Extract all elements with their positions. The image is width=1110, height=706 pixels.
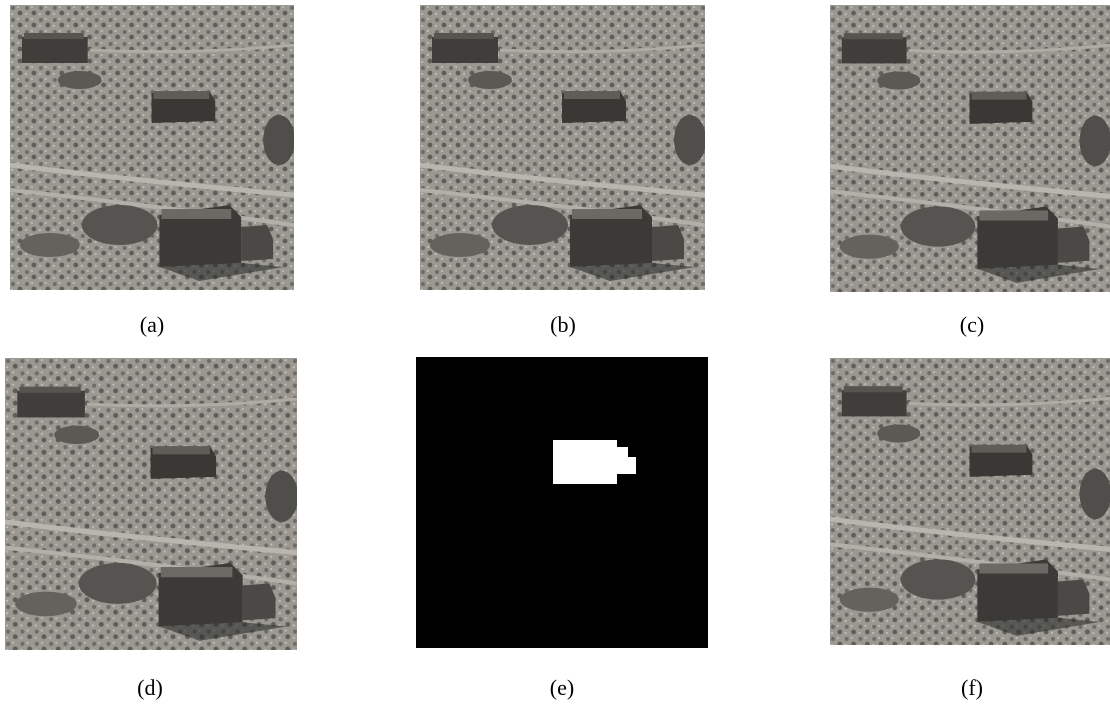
figure: (a) (b) (c) (d) (e) (f) (0, 0, 1110, 706)
photo (5, 358, 298, 650)
panel-caption: (c) (960, 312, 984, 337)
photo (830, 358, 1110, 645)
panel-caption: (e) (550, 675, 574, 700)
panel-caption: (f) (961, 675, 983, 700)
panel-caption: (d) (137, 675, 163, 700)
photo (10, 5, 295, 290)
mask-image (416, 357, 708, 648)
panel-caption: (a) (140, 312, 164, 337)
photo (830, 5, 1110, 292)
panel-caption: (b) (550, 312, 576, 337)
photo (420, 5, 706, 290)
